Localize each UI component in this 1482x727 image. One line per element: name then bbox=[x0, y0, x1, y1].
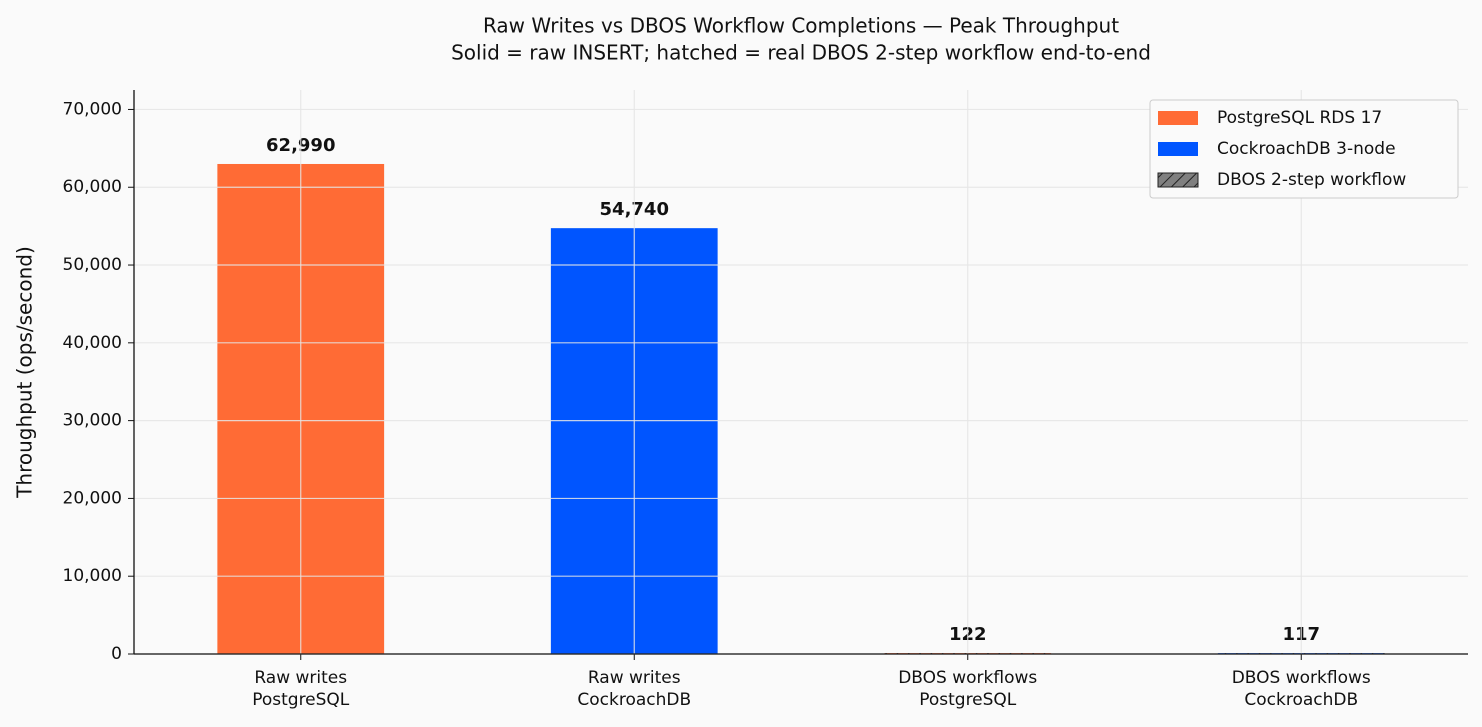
legend-box bbox=[1149, 99, 1459, 199]
chart-title: Raw Writes vs DBOS Workflow Completions … bbox=[483, 14, 1119, 38]
x-tick-label: Raw writes bbox=[588, 668, 681, 688]
legend-label: CockroachDB 3-node bbox=[1217, 139, 1396, 159]
chart-subtitle: Solid = raw INSERT; hatched = real DBOS … bbox=[451, 41, 1151, 65]
x-tick-label: PostgreSQL bbox=[919, 690, 1017, 710]
y-tick-label: 50,000 bbox=[63, 255, 122, 275]
y-tick-label: 10,000 bbox=[63, 566, 122, 586]
x-tick-label: DBOS workflows bbox=[1232, 668, 1371, 688]
y-tick-label: 70,000 bbox=[63, 99, 122, 119]
x-tick-label: CockroachDB bbox=[1244, 690, 1358, 710]
y-tick-label: 40,000 bbox=[63, 333, 122, 353]
x-tick-label: CockroachDB bbox=[577, 690, 691, 710]
x-tick-label: PostgreSQL bbox=[252, 690, 350, 710]
y-axis-label: Throughput (ops/second) bbox=[13, 246, 37, 499]
y-tick-label: 60,000 bbox=[63, 177, 122, 197]
legend-swatch bbox=[1158, 111, 1198, 125]
legend-label: PostgreSQL RDS 17 bbox=[1217, 108, 1382, 128]
legend-label: DBOS 2-step workflow bbox=[1217, 170, 1406, 190]
legend-swatch bbox=[1158, 142, 1198, 156]
legend-hatch bbox=[1157, 172, 1199, 188]
y-tick-label: 0 bbox=[111, 644, 122, 664]
x-tick-label: Raw writes bbox=[254, 668, 347, 688]
y-tick-label: 30,000 bbox=[63, 411, 122, 431]
y-tick-label: 20,000 bbox=[63, 488, 122, 508]
x-tick-label: DBOS workflows bbox=[898, 668, 1037, 688]
